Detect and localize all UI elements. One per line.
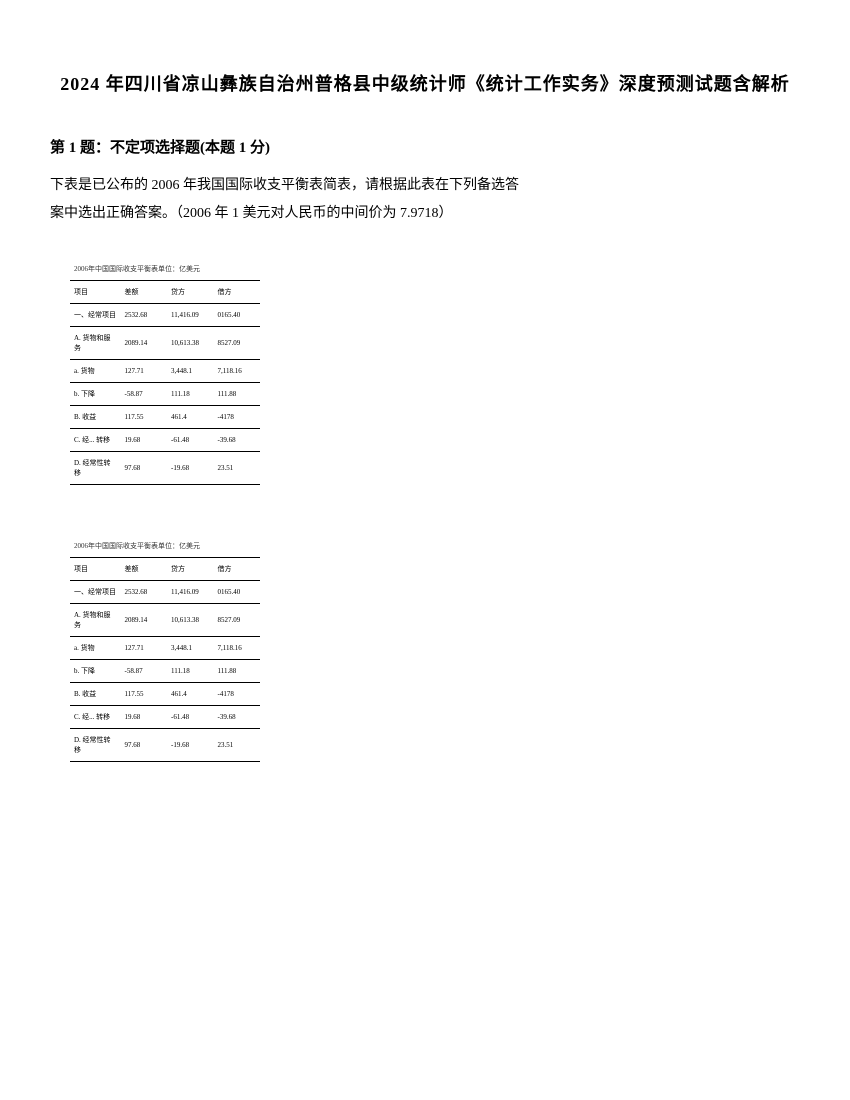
table-row: A. 货物和服务 2089.14 10,613.38 8527.09 — [70, 604, 260, 637]
question-text: 下表是已公布的 2006 年我国国际收支平衡表简表，请根据此表在下列备选答 案中… — [50, 172, 800, 228]
question-line-1: 下表是已公布的 2006 年我国国际收支平衡表简表，请根据此表在下列备选答 — [50, 172, 800, 200]
balance-table-2: 2006年中国国际收支平衡表单位：亿美元 项目 差额 贷方 借方 一、经常项目 … — [70, 535, 260, 762]
table-row: A. 货物和服务 2089.14 10,613.38 8527.09 — [70, 327, 260, 360]
table-cell: 7,118.16 — [214, 637, 261, 660]
table-cell: B. 收益 — [70, 406, 121, 429]
table-cell: 2089.14 — [121, 604, 167, 637]
table-cell: 111.18 — [167, 383, 213, 406]
table-row: 一、经常项目 2532.68 11,416.09 0165.40 — [70, 581, 260, 604]
table-cell: 117.55 — [121, 683, 167, 706]
table-cell: 111.18 — [167, 660, 213, 683]
table-cell: -58.87 — [121, 660, 167, 683]
table-row: a. 货物 127.71 3,448.1 7,118.16 — [70, 637, 260, 660]
table-cell: 97.68 — [121, 729, 167, 762]
table-cell: 10,613.38 — [167, 327, 213, 360]
table-cell: 2532.68 — [121, 581, 167, 604]
table-row: D. 经常性转移 97.68 -19.68 23.51 — [70, 729, 260, 762]
question-line-2: 案中选出正确答案。（2006 年 1 美元对人民币的中间价为 7.9718） — [50, 200, 800, 228]
balance-table-1: 2006年中国国际收支平衡表单位：亿美元 项目 差额 贷方 借方 一、经常项目 … — [70, 258, 260, 485]
table-cell: 23.51 — [214, 452, 261, 485]
table-row: b. 下降 -58.87 111.18 111.88 — [70, 660, 260, 683]
table-cell: 一、经常项目 — [70, 304, 121, 327]
table-cell: 7,118.16 — [214, 360, 261, 383]
table-cell: 461.4 — [167, 683, 213, 706]
table-cell: 97.68 — [121, 452, 167, 485]
table-cell: C. 经... 转移 — [70, 706, 121, 729]
table-cell: -19.68 — [167, 452, 213, 485]
table-cell: 0165.40 — [214, 581, 261, 604]
table-row: D. 经常性转移 97.68 -19.68 23.51 — [70, 452, 260, 485]
table-cell: D. 经常性转移 — [70, 729, 121, 762]
table-cell: 117.55 — [121, 406, 167, 429]
table-header: 差额 — [121, 281, 167, 304]
table-cell: 19.68 — [121, 706, 167, 729]
table-cell: -61.48 — [167, 706, 213, 729]
table-cell: 8527.09 — [214, 327, 261, 360]
table-cell: -61.48 — [167, 429, 213, 452]
table-cell: A. 货物和服务 — [70, 327, 121, 360]
table-header: 贷方 — [167, 558, 213, 581]
table-row: C. 经... 转移 19.68 -61.48 -39.68 — [70, 429, 260, 452]
table-row: B. 收益 117.55 461.4 -4178 — [70, 406, 260, 429]
table-cell: b. 下降 — [70, 383, 121, 406]
table-cell: B. 收益 — [70, 683, 121, 706]
table-cell: D. 经常性转移 — [70, 452, 121, 485]
table-cell: -4178 — [214, 406, 261, 429]
table-cell: 一、经常项目 — [70, 581, 121, 604]
question-header: 第 1 题：不定项选择题(本题 1 分) — [50, 136, 800, 157]
table-caption: 2006年中国国际收支平衡表单位：亿美元 — [70, 258, 260, 281]
table-cell: a. 货物 — [70, 637, 121, 660]
table-header-row: 项目 差额 贷方 借方 — [70, 558, 260, 581]
table-cell: 2532.68 — [121, 304, 167, 327]
table-header: 差额 — [121, 558, 167, 581]
table-row: C. 经... 转移 19.68 -61.48 -39.68 — [70, 706, 260, 729]
table-header-row: 项目 差额 贷方 借方 — [70, 281, 260, 304]
table-row: B. 收益 117.55 461.4 -4178 — [70, 683, 260, 706]
table-header: 项目 — [70, 281, 121, 304]
table-cell: 461.4 — [167, 406, 213, 429]
table-row: a. 货物 127.71 3,448.1 7,118.16 — [70, 360, 260, 383]
table-cell: -19.68 — [167, 729, 213, 762]
table-cell: -39.68 — [214, 706, 261, 729]
table-cell: A. 货物和服务 — [70, 604, 121, 637]
table-header: 借方 — [214, 558, 261, 581]
table-cell: 127.71 — [121, 637, 167, 660]
table-cell: 23.51 — [214, 729, 261, 762]
table-cell: 8527.09 — [214, 604, 261, 637]
table-cell: -39.68 — [214, 429, 261, 452]
table-cell: 111.88 — [214, 660, 261, 683]
table-cell: a. 货物 — [70, 360, 121, 383]
table-cell: 19.68 — [121, 429, 167, 452]
table-header: 项目 — [70, 558, 121, 581]
table-cell: 11,416.09 — [167, 304, 213, 327]
table-cell: 0165.40 — [214, 304, 261, 327]
table-cell: C. 经... 转移 — [70, 429, 121, 452]
table-cell: 11,416.09 — [167, 581, 213, 604]
table-row: b. 下降 -58.87 111.18 111.88 — [70, 383, 260, 406]
table-cell: 127.71 — [121, 360, 167, 383]
table-header: 借方 — [214, 281, 261, 304]
table-row: 一、经常项目 2532.68 11,416.09 0165.40 — [70, 304, 260, 327]
table-cell: 111.88 — [214, 383, 261, 406]
page-title: 2024 年四川省凉山彝族自治州普格县中级统计师《统计工作实务》深度预测试题含解… — [50, 70, 800, 96]
table-cell: 10,613.38 — [167, 604, 213, 637]
table-cell: b. 下降 — [70, 660, 121, 683]
table-cell: -58.87 — [121, 383, 167, 406]
table-caption: 2006年中国国际收支平衡表单位：亿美元 — [70, 535, 260, 558]
table-cell: 3,448.1 — [167, 637, 213, 660]
table-cell: -4178 — [214, 683, 261, 706]
table-cell: 2089.14 — [121, 327, 167, 360]
table-header: 贷方 — [167, 281, 213, 304]
table-cell: 3,448.1 — [167, 360, 213, 383]
